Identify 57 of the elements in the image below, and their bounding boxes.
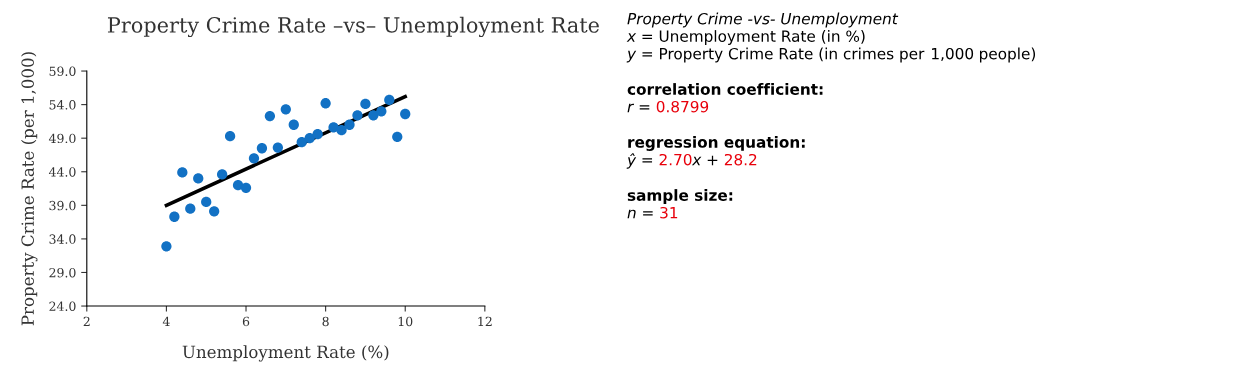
text: y = Property Crime Rate (in crimes per 1,000 people) (626, 47, 1036, 63)
text: sample size: (627, 189, 733, 204)
point (368, 110, 379, 121)
y-tick-label: 34.0 (49, 234, 76, 244)
text: Property Crime -vs- Unemployment (627, 12, 899, 28)
y-tick-label: 54.0 (49, 100, 76, 110)
point (169, 211, 180, 222)
x-tick-label: 4 (162, 316, 170, 326)
x-tick-label: 8 (322, 316, 329, 327)
point (216, 169, 228, 180)
point (256, 143, 268, 154)
x-axis-title: Unemployment Rate (%) (182, 345, 389, 362)
point (248, 153, 260, 164)
point (232, 180, 244, 191)
point (209, 206, 220, 217)
text: n = 31 (627, 206, 678, 219)
point (344, 119, 355, 130)
point (280, 104, 291, 115)
text: correlation coefficient: (627, 83, 823, 95)
point (177, 167, 188, 178)
point (384, 94, 395, 106)
x-tick-label: 10 (398, 316, 413, 327)
point (224, 131, 236, 142)
point (161, 241, 172, 252)
point (240, 182, 252, 194)
point (272, 142, 284, 153)
point (264, 110, 276, 122)
y-tick-label: 29.0 (49, 267, 76, 278)
point (376, 106, 387, 117)
point (352, 110, 363, 121)
point (193, 173, 204, 184)
point (304, 133, 315, 144)
point (201, 196, 212, 208)
point (360, 98, 371, 110)
point (312, 129, 323, 140)
point (288, 119, 299, 130)
x-tick-label: 2 (83, 316, 90, 326)
text: x = Unemployment Rate (in %) (626, 30, 865, 45)
y-tick-label: 44.0 (48, 167, 76, 177)
y-tick-label: 24.0 (49, 301, 76, 311)
text: regression equation: (628, 136, 805, 151)
x-tick-label: 6 (242, 316, 250, 327)
y-tick-label: 39.0 (49, 200, 76, 211)
text: ŷ = 2.70x + 28.2 (626, 153, 757, 169)
point (328, 122, 339, 133)
point (336, 124, 347, 136)
y-tick-label: 49.0 (48, 133, 76, 144)
point (320, 98, 331, 109)
point (400, 108, 411, 120)
point (296, 137, 307, 148)
text: r = 0.8799 (627, 100, 709, 113)
x-tick-label: 12 (478, 316, 492, 326)
chart-title: Property Crime Rate –vs– Unemployment Rate (107, 16, 599, 38)
y-tick-label: 59.0 (49, 66, 76, 76)
y-axis-title: Property Crime Rate (per 1,000) (21, 52, 38, 326)
point (392, 131, 403, 142)
point (185, 203, 196, 214)
